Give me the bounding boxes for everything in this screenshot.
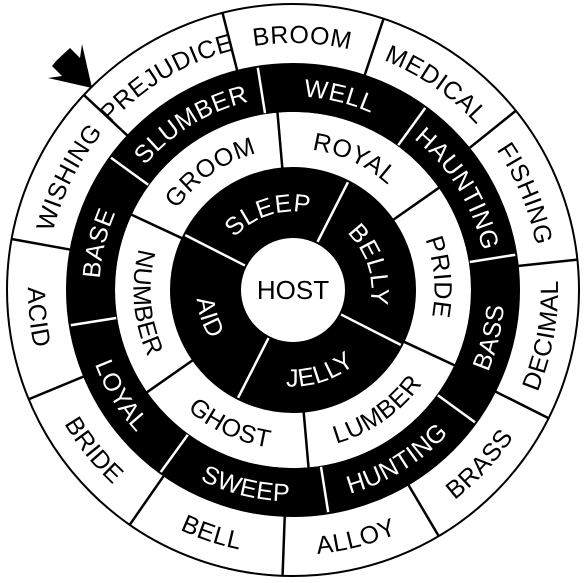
segment-divider bbox=[468, 109, 517, 150]
segment-divider bbox=[130, 213, 183, 240]
segment-divider bbox=[82, 94, 129, 137]
segment-divider bbox=[276, 111, 284, 169]
segment-divider bbox=[183, 233, 247, 268]
segment-divider bbox=[281, 515, 287, 576]
segment-divider bbox=[11, 237, 71, 251]
arrow-icon-shape bbox=[48, 44, 92, 88]
segment-divider bbox=[145, 358, 194, 394]
arrow-icon bbox=[48, 44, 92, 88]
segment-divider bbox=[69, 316, 117, 327]
ring-band bbox=[5, 3, 581, 577]
segment-divider bbox=[437, 394, 477, 424]
segment-divider bbox=[363, 18, 385, 77]
segment-divider bbox=[517, 258, 578, 268]
segment-divider bbox=[109, 156, 149, 186]
segment-divider bbox=[236, 336, 271, 400]
center-hub[interactable]: HOST bbox=[239, 236, 347, 344]
segment-divider bbox=[128, 474, 165, 526]
segment-divider bbox=[302, 411, 310, 469]
segment-divider bbox=[469, 253, 517, 264]
ring-word-path: ACID bbox=[22, 287, 56, 350]
segment-divider bbox=[397, 106, 427, 146]
segment-divider bbox=[28, 375, 85, 401]
segment-divider bbox=[392, 186, 441, 222]
segment-divider bbox=[407, 483, 440, 537]
center-circle bbox=[239, 236, 347, 344]
center-word: HOST bbox=[257, 275, 329, 305]
segment-divider bbox=[403, 340, 456, 367]
segment-divider bbox=[319, 466, 330, 514]
segment-divider bbox=[256, 66, 267, 114]
ring-word: ACID bbox=[22, 287, 56, 350]
segment-divider bbox=[159, 434, 189, 474]
segment-divider bbox=[315, 180, 350, 244]
segment-divider bbox=[339, 312, 403, 347]
segment-divider bbox=[221, 12, 239, 72]
segment-divider bbox=[494, 390, 550, 420]
